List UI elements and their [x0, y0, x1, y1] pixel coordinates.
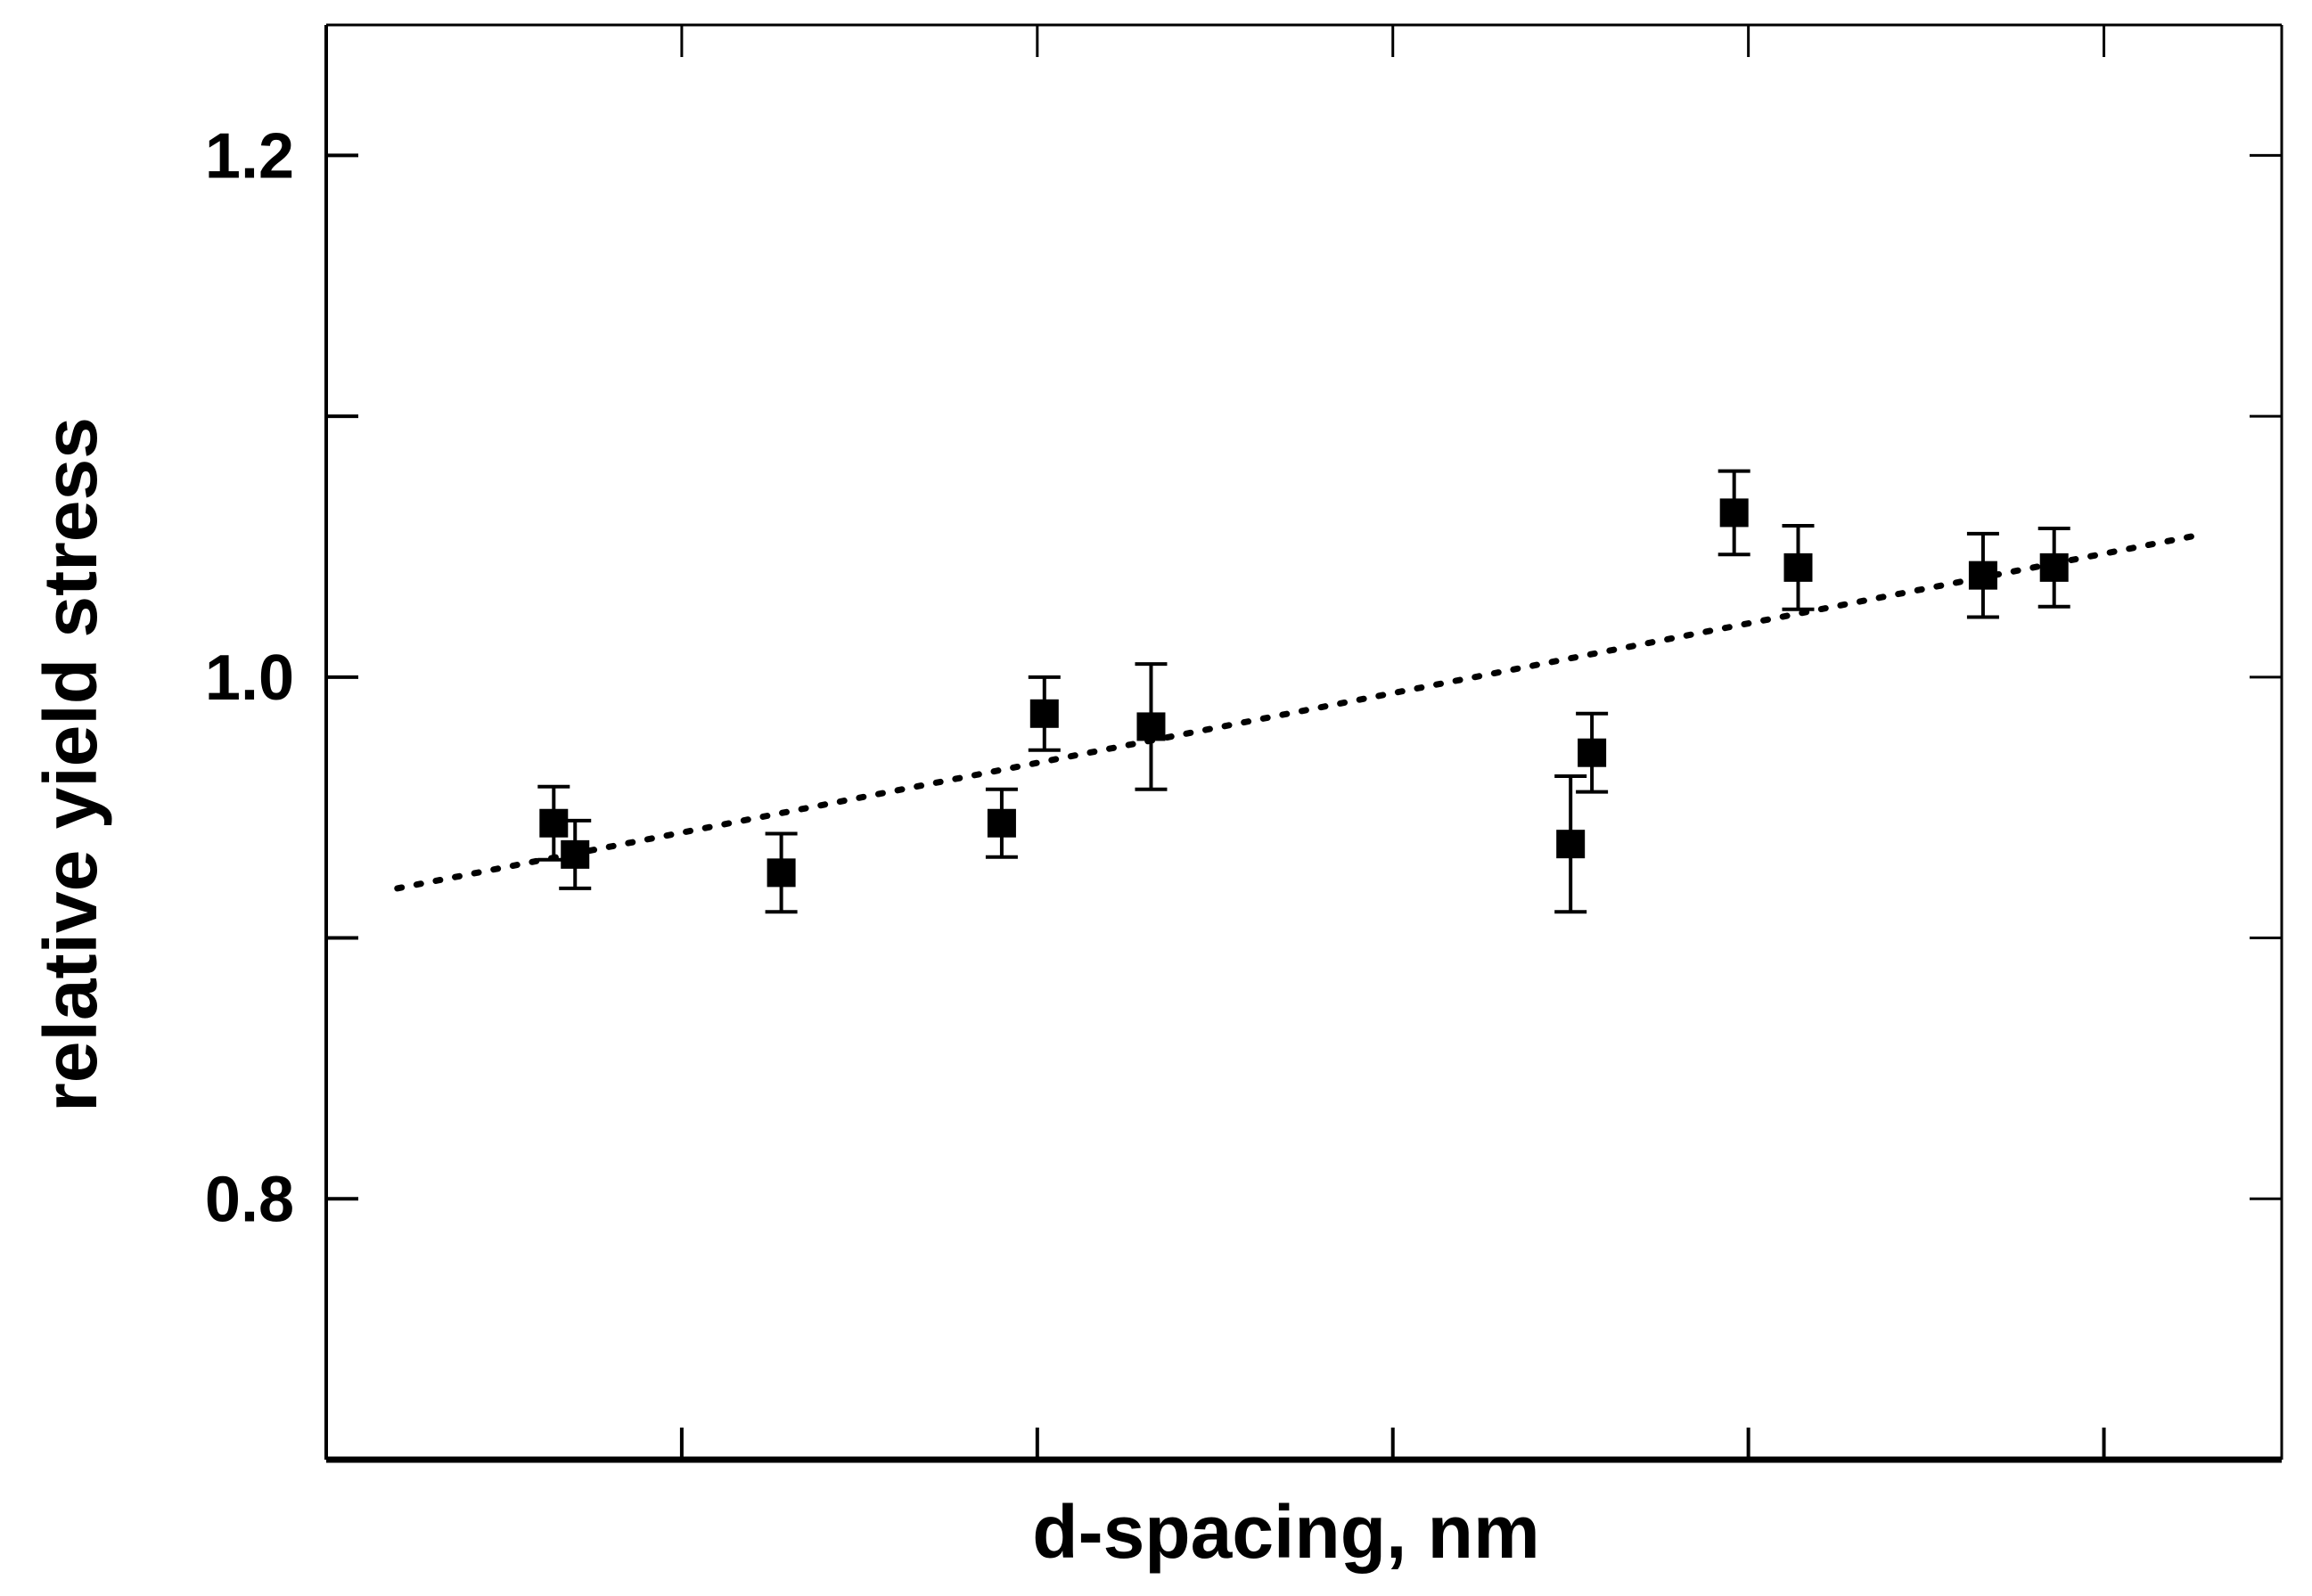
- y-tick-label: 1.0: [205, 642, 294, 714]
- square-marker: [1719, 498, 1749, 528]
- square-marker: [1136, 712, 1166, 741]
- data-point: [537, 784, 570, 862]
- square-marker: [1968, 561, 1997, 590]
- x-axis-title: d-spacing, nm: [1032, 1490, 1539, 1574]
- data-point: [1576, 711, 1609, 794]
- data-point: [1554, 774, 1587, 914]
- square-marker: [1556, 830, 1586, 859]
- data-points: [537, 469, 2070, 914]
- data-point: [1135, 662, 1168, 791]
- plot-frame: [324, 23, 2283, 1463]
- data-point: [1028, 675, 1061, 752]
- square-marker: [1578, 738, 1607, 767]
- data-point: [1718, 469, 1750, 557]
- square-marker: [1783, 552, 1813, 582]
- square-marker: [987, 808, 1016, 838]
- square-marker: [539, 808, 569, 838]
- y-tick-label: 1.2: [205, 120, 294, 192]
- square-marker: [561, 839, 590, 869]
- data-point: [2037, 526, 2070, 609]
- data-point: [1966, 531, 1999, 619]
- square-marker: [2039, 552, 2069, 582]
- data-point: [559, 818, 592, 890]
- data-point: [1782, 524, 1815, 611]
- square-marker: [767, 858, 796, 888]
- fit-line: [394, 533, 2196, 892]
- data-point: [765, 831, 798, 914]
- square-marker: [1029, 699, 1059, 728]
- y-axis-title: relative yield stress: [29, 417, 112, 1112]
- fit-line-path: [394, 533, 2196, 892]
- y-tick-label: 0.8: [205, 1164, 294, 1235]
- data-point: [985, 787, 1018, 859]
- y-axis: 0.8 1.0 1.2: [205, 120, 2282, 1235]
- x-axis: [679, 25, 2106, 1460]
